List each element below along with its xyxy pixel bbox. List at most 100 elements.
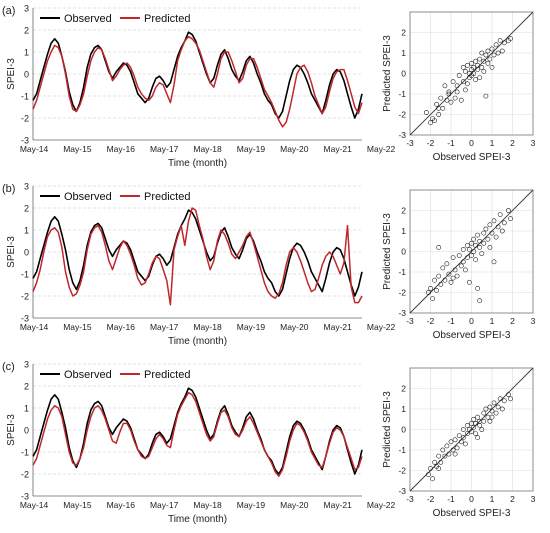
legend-entry: Observed: [64, 13, 112, 25]
scatter-point: [487, 244, 493, 250]
x-tick-label: 2: [510, 138, 515, 148]
scatter-point: [450, 79, 456, 85]
scatter-point: [436, 105, 442, 111]
y-tick-label: -2: [398, 288, 406, 298]
x-tick-label: May-16: [107, 144, 136, 154]
scatter-point: [436, 273, 442, 279]
scatter-point: [485, 48, 491, 54]
panel-label: (c): [2, 361, 15, 373]
scatter-point: [440, 105, 446, 111]
y-tick-label: 0: [401, 247, 406, 257]
x-axis-title: Time (month): [168, 158, 227, 169]
scatter-point: [481, 230, 487, 236]
legend-entry: Predicted: [144, 369, 190, 381]
x-tick-label: May-20: [280, 144, 309, 154]
x-tick-label: 2: [510, 316, 515, 326]
scatter-point: [479, 251, 485, 256]
scatter-frame: [409, 11, 534, 136]
scatter-point: [499, 228, 505, 234]
scatter-point: [460, 246, 466, 252]
x-tick-label: May-21: [324, 144, 353, 154]
scatter-point: [469, 253, 474, 258]
panels-root: (a) -3 -2 -1 0 1 2 3 May-14 May-15 May-16 May-17 May…: [2, 4, 536, 526]
y-tick-label: 0: [401, 69, 406, 79]
scatter-point: [501, 398, 507, 404]
scatter-point: [462, 441, 468, 447]
y-axis-title: Predicted SPEI-3: [382, 35, 393, 112]
x-axis-title: Observed SPEI-3: [433, 330, 511, 341]
scatter-point: [479, 65, 485, 70]
y-axis-title: SPEI-3: [6, 58, 17, 90]
scatter-point: [458, 97, 464, 103]
scatter-point: [464, 422, 470, 428]
scatter-point: [479, 427, 485, 432]
scatter-point: [464, 242, 470, 248]
y-tick-label: -2: [21, 292, 29, 302]
scatter-point: [434, 287, 439, 293]
x-tick-label: 3: [531, 494, 536, 504]
scatter-point: [489, 65, 495, 70]
scatter-point: [471, 424, 476, 430]
y-tick-label: -3: [398, 308, 406, 318]
scatter-point: [438, 459, 444, 465]
scatter-point: [481, 58, 487, 64]
y-tick-label: -3: [21, 314, 29, 324]
x-tick-label: 1: [490, 316, 495, 326]
x-tick-label: May-14: [20, 500, 49, 510]
x-tick-label: -1: [447, 316, 455, 326]
scatter-point: [428, 285, 433, 291]
scatter-point: [493, 42, 499, 48]
x-tick-label: May-14: [20, 322, 49, 332]
scatter-point: [448, 279, 454, 285]
scatter-point: [471, 71, 476, 76]
scatter-point: [444, 97, 450, 103]
scatter-point: [473, 242, 478, 248]
scatter-point: [487, 418, 493, 424]
scatter-point: [477, 244, 483, 250]
scatter-point: [475, 435, 480, 441]
x-axis-title: Observed SPEI-3: [433, 152, 511, 163]
scatter-point: [477, 56, 483, 62]
x-tick-label: 3: [531, 138, 536, 148]
scatter-point: [477, 238, 483, 244]
y-tick-label: -3: [398, 130, 406, 140]
scatter-point: [460, 259, 466, 265]
x-tick-label: -3: [406, 494, 414, 504]
y-tick-label: 1: [401, 48, 406, 58]
y-tick-label: 1: [24, 226, 29, 236]
scatter-point: [477, 298, 483, 304]
scatter-point: [491, 400, 497, 406]
scatter-point: [487, 222, 493, 228]
scatter-point: [454, 445, 460, 451]
x-tick-label: -1: [447, 494, 455, 504]
series-line-predicted: [32, 391, 363, 477]
y-axis-title: Predicted SPEI-3: [382, 391, 393, 468]
y-tick-label: -2: [398, 466, 406, 476]
scatter-point: [452, 451, 458, 457]
scatter-point: [458, 263, 464, 269]
scatter-point: [428, 465, 433, 471]
panel-label: (a): [2, 5, 15, 17]
y-tick-label: 0: [24, 426, 29, 436]
time-series-chart: -3 -2 -1 0 1 2 3 May-14 May-15 May-16 May-17 May-18…: [6, 182, 396, 348]
scatter-point: [505, 208, 511, 213]
scatter-point: [456, 433, 462, 438]
scatter-point: [471, 65, 476, 70]
scatter-point: [469, 240, 474, 246]
y-tick-label: 2: [24, 382, 29, 392]
y-tick-label: -2: [21, 114, 29, 124]
x-axis-title: Time (month): [168, 514, 227, 525]
scatter-point: [440, 265, 446, 271]
x-tick-label: May-15: [63, 144, 92, 154]
x-tick-label: May-22: [367, 500, 396, 510]
legend-entry: Observed: [64, 191, 112, 203]
scatter-point: [430, 296, 435, 301]
y-tick-label: 1: [401, 404, 406, 414]
scatter-point: [458, 439, 464, 445]
scatter-point: [485, 60, 491, 66]
scatter-point: [432, 459, 437, 465]
scatter-point: [460, 79, 466, 85]
scatter-point: [425, 290, 431, 295]
x-tick-label: May-18: [193, 322, 222, 332]
scatter-point: [454, 273, 460, 279]
